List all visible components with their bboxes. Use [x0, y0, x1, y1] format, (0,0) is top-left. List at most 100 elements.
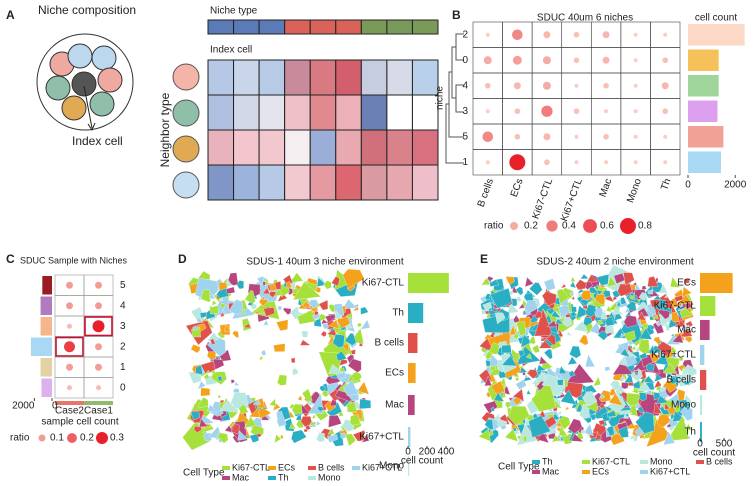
map-cell — [252, 399, 261, 405]
heatmap-cell — [309, 129, 337, 166]
map-cell — [288, 422, 296, 430]
map-cell — [684, 336, 693, 343]
map-cell — [291, 429, 307, 444]
legend-label: Mono — [650, 456, 673, 466]
map-cell — [647, 289, 653, 295]
map-cell — [227, 272, 239, 286]
map-cell — [664, 293, 669, 299]
map-cell — [653, 401, 663, 414]
map-cell — [347, 358, 362, 373]
bar-label: B cells — [667, 375, 696, 386]
map-cell — [505, 276, 515, 285]
map-cell — [524, 300, 538, 314]
legend-swatch — [352, 466, 360, 470]
row-label: 3 — [120, 321, 126, 332]
map-cell — [310, 421, 317, 426]
map-cell — [209, 338, 216, 345]
map-cell — [509, 324, 516, 335]
bar — [40, 296, 52, 315]
legend-label: Mac — [232, 472, 250, 482]
map-cell — [637, 311, 646, 321]
map-cell — [228, 298, 243, 316]
legend-label: ECs — [592, 466, 610, 476]
map-cell — [261, 350, 267, 356]
case-strip — [55, 401, 84, 405]
map-cell — [584, 304, 597, 318]
heatmap-cell — [258, 129, 286, 166]
map-cell — [326, 328, 337, 337]
map-cell — [328, 364, 344, 374]
map-cell — [652, 319, 665, 334]
map-cell — [571, 296, 575, 301]
map-cell — [515, 377, 520, 382]
map-cell — [513, 332, 519, 339]
map-cell — [567, 356, 578, 365]
map-cell — [641, 285, 647, 290]
bar-label: Ki67+CTL — [359, 432, 404, 443]
map-cell — [614, 313, 623, 321]
row-label: 3 — [462, 106, 468, 117]
bar-title: cell count — [401, 456, 443, 467]
map-cell — [623, 315, 638, 328]
map-cell — [534, 308, 554, 337]
map-cell — [272, 402, 281, 411]
map-cell — [351, 371, 362, 383]
dot — [543, 133, 551, 141]
bar — [408, 456, 410, 476]
map-cell — [637, 381, 652, 391]
legend-label: Th — [542, 456, 553, 466]
map-cell — [557, 410, 562, 415]
map-cell — [323, 280, 332, 290]
map-cell — [664, 323, 670, 332]
map-cell — [300, 416, 313, 427]
map-cell — [580, 273, 589, 280]
legend-label: Ki67+CTL — [650, 466, 690, 476]
map-cell — [484, 310, 490, 315]
map-cell — [684, 278, 690, 284]
neighbor-icon — [172, 135, 200, 163]
map-cell — [597, 330, 608, 341]
map-cell — [489, 279, 500, 287]
map-cell — [548, 432, 556, 440]
map-cell — [543, 348, 553, 360]
dot — [92, 320, 105, 333]
column-label: ECs — [509, 177, 526, 199]
dot — [67, 323, 72, 329]
map-cell — [624, 355, 637, 368]
map-cell — [319, 385, 326, 392]
map-cell — [298, 303, 307, 310]
map-cell — [200, 387, 211, 397]
legend-dot — [96, 432, 108, 444]
heatmap-cell — [233, 94, 260, 131]
map-cell — [654, 373, 663, 383]
index-cell-label: Index cell — [210, 45, 252, 56]
map-cell — [570, 276, 576, 282]
bar-label: Ki67-CTL — [362, 278, 405, 289]
heatmap-cell — [207, 59, 235, 96]
map-cell — [647, 344, 655, 354]
map-cell — [646, 363, 655, 372]
map-cell — [328, 319, 339, 329]
map-cell — [352, 429, 365, 442]
map-cell — [360, 319, 371, 330]
legend-swatch — [222, 466, 230, 470]
map-cell — [493, 392, 505, 402]
map-cell — [276, 411, 287, 428]
map-cell — [311, 413, 317, 420]
dot — [485, 32, 490, 37]
map-cell — [604, 366, 611, 372]
map-cell — [342, 268, 365, 289]
map-cell — [663, 431, 676, 446]
map-cell — [586, 274, 598, 283]
heatmap-cell — [411, 129, 439, 166]
dot — [541, 105, 553, 117]
y-label: niche — [435, 86, 446, 110]
map-cell — [225, 286, 236, 295]
map-cell — [682, 286, 692, 298]
legend-label: 0.4 — [562, 221, 576, 232]
map-cell — [324, 314, 336, 323]
legend-dot — [583, 219, 597, 233]
map-cell — [617, 283, 633, 297]
bar — [700, 296, 716, 316]
